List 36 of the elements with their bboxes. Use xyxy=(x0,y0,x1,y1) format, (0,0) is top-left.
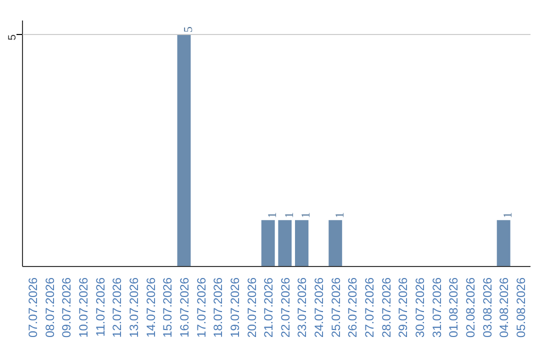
x-tick-label: 20.07.2026 xyxy=(244,277,259,338)
x-tick-label: 31.07.2026 xyxy=(430,277,444,338)
x-tick-label: 18.07.2026 xyxy=(211,277,226,338)
x-tick-label: 14.07.2026 xyxy=(144,277,158,338)
data-label: 1 xyxy=(265,212,280,218)
x-tick-label: 19.07.2026 xyxy=(228,277,242,338)
x-tick-label: 15.07.2026 xyxy=(160,277,175,338)
x-tick-label: 02.08.2026 xyxy=(463,277,478,338)
x-tick-label: 05.08.2026 xyxy=(514,277,528,338)
x-tick-label: 26.07.2026 xyxy=(346,277,360,338)
x-tick-label: 23.07.2026 xyxy=(295,277,310,338)
data-label: 5 xyxy=(180,26,195,32)
x-tick-label: 13.07.2026 xyxy=(127,277,142,338)
x-tick-label: 11.07.2026 xyxy=(93,277,108,337)
x-tick-label: 03.08.2026 xyxy=(480,277,494,338)
x-tick-label: 24.07.2026 xyxy=(312,277,326,338)
x-tick-label: 08.07.2026 xyxy=(42,277,57,338)
x-tick-label: 27.07.2026 xyxy=(362,277,377,338)
x-tick-label: 30.07.2026 xyxy=(412,277,427,338)
x-tick-label: 21.07.2026 xyxy=(262,277,276,338)
x-tick-label: 01.08.2026 xyxy=(446,277,461,338)
x-tick-label: 10.07.2026 xyxy=(76,277,91,338)
data-label: 1 xyxy=(500,212,515,218)
x-tick-label: 04.08.2026 xyxy=(497,277,512,338)
x-tick-label: 12.07.2026 xyxy=(110,277,124,338)
data-label: 1 xyxy=(332,212,346,218)
x-tick-label: 17.07.2026 xyxy=(194,277,208,338)
x-tick-label: 28.07.2026 xyxy=(379,277,394,338)
x-tick-label: 25.07.2026 xyxy=(328,277,343,338)
x-tick-label: 22.07.2026 xyxy=(278,277,292,338)
x-tick-label: 09.07.2026 xyxy=(60,277,74,338)
x-tick-label: 29.07.2026 xyxy=(396,277,410,338)
x-tick-label: 16.07.2026 xyxy=(177,277,192,338)
data-label: 1 xyxy=(282,212,296,218)
data-label: 1 xyxy=(298,212,313,218)
x-tick-label: 07.07.2026 xyxy=(26,277,40,338)
